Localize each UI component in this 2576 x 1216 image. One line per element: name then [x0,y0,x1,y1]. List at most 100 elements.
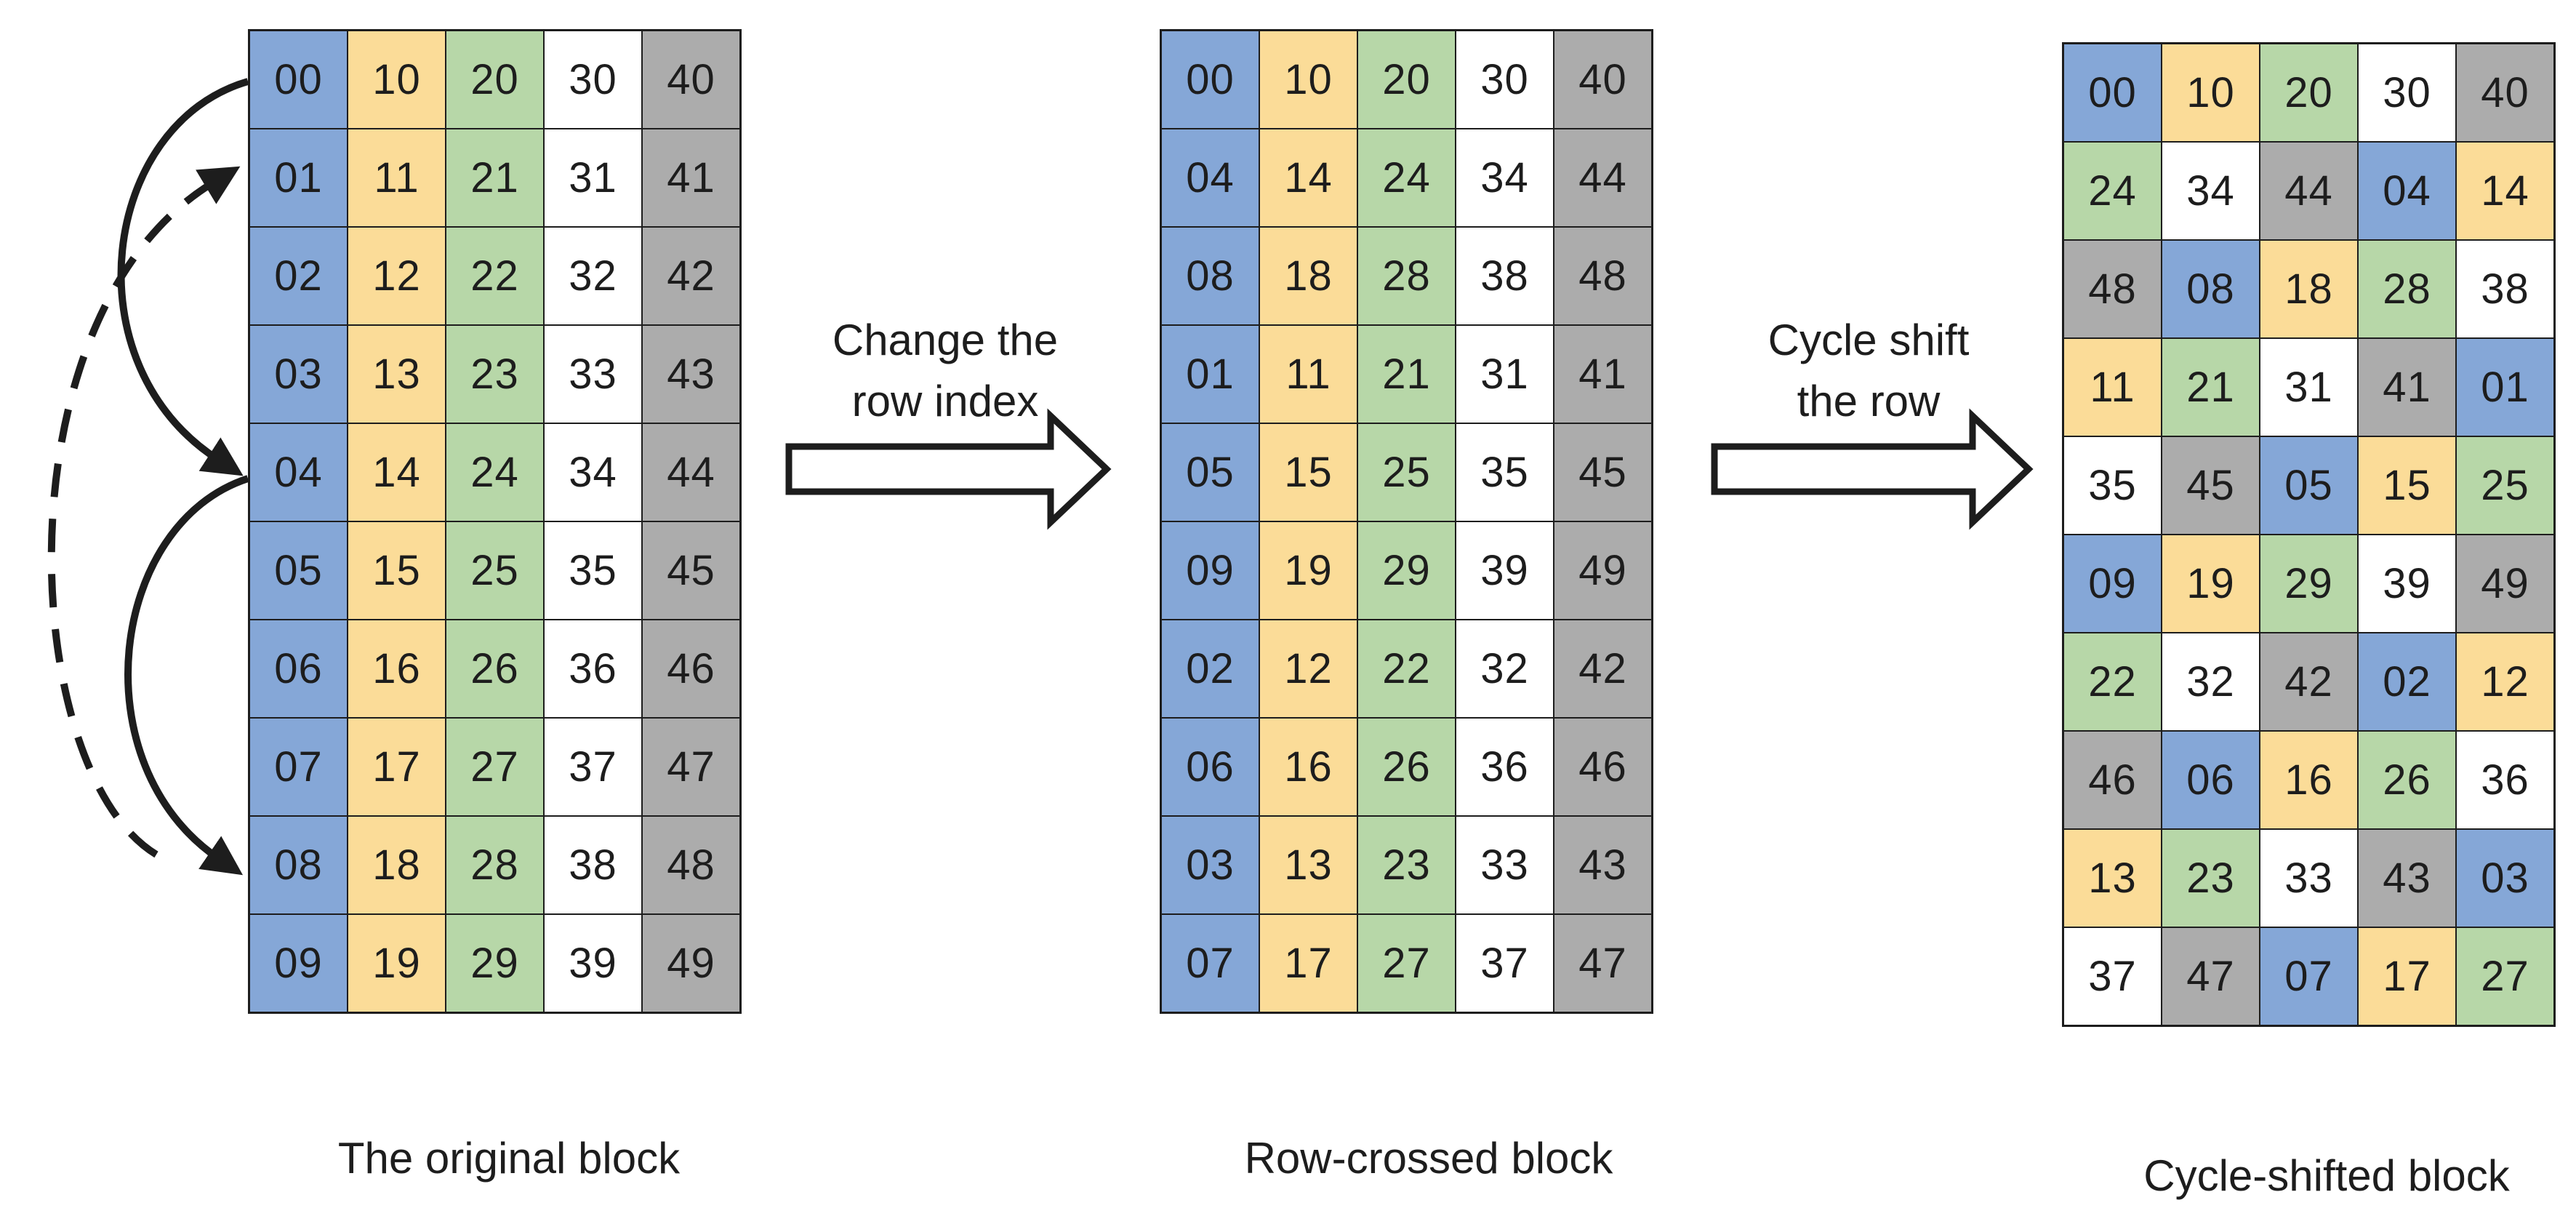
cell-29: 29 [2260,535,2357,632]
cell-08: 08 [1162,228,1259,324]
cell-27: 27 [2457,928,2553,1025]
label-line: Change the [832,316,1059,364]
cell-39: 39 [1456,522,1553,619]
solid-arc-00-to-04 [117,78,249,476]
cell-19: 19 [348,915,445,1012]
cell-12: 12 [2457,633,2553,730]
cell-30: 30 [1456,31,1553,128]
cell-11: 11 [1260,326,1357,423]
cell-36: 36 [545,620,641,717]
cell-09: 09 [2064,535,2161,632]
cell-16: 16 [348,620,445,717]
cell-30: 30 [2359,44,2455,141]
cell-14: 14 [348,424,445,521]
block-arrow-cycle-shift-row [1711,408,2034,530]
caption-original-block: The original block [337,1134,681,1183]
cell-15: 15 [2359,437,2455,534]
cell-07: 07 [250,719,347,815]
cell-00: 00 [2064,44,2161,141]
cell-06: 06 [250,620,347,717]
caption-cycle-shifted-block: Cycle-shifted block [2143,1151,2510,1200]
cell-46: 46 [643,620,739,717]
caption-row-crossed-block: Row-crossed block [1244,1134,1613,1183]
cell-22: 22 [1358,620,1455,717]
cell-28: 28 [2359,241,2455,337]
cell-25: 25 [446,522,543,619]
cell-25: 25 [2457,437,2553,534]
cell-23: 23 [446,326,543,423]
cell-43: 43 [643,326,739,423]
cell-24: 24 [446,424,543,521]
cell-45: 45 [643,522,739,619]
cell-41: 41 [643,129,739,226]
cell-24: 24 [1358,129,1455,226]
cell-18: 18 [2260,241,2357,337]
cell-15: 15 [348,522,445,619]
cell-32: 32 [2162,633,2259,730]
cell-01: 01 [2457,339,2553,436]
cell-09: 09 [250,915,347,1012]
cell-41: 41 [1554,326,1651,423]
cell-30: 30 [545,31,641,128]
cell-49: 49 [1554,522,1651,619]
cell-40: 40 [643,31,739,128]
cell-03: 03 [1162,817,1259,913]
label-line: row index [851,377,1039,425]
cell-38: 38 [1456,228,1553,324]
cell-43: 43 [2359,830,2455,927]
cell-27: 27 [1358,915,1455,1012]
cell-34: 34 [545,424,641,521]
cell-04: 04 [2359,143,2455,239]
cell-29: 29 [446,915,543,1012]
cell-28: 28 [446,817,543,913]
cell-37: 37 [1456,915,1553,1012]
cell-08: 08 [250,817,347,913]
cell-33: 33 [2260,830,2357,927]
cell-47: 47 [643,719,739,815]
cell-17: 17 [2359,928,2455,1025]
cell-02: 02 [1162,620,1259,717]
cell-47: 47 [1554,915,1651,1012]
cell-40: 40 [2457,44,2553,141]
cell-31: 31 [1456,326,1553,423]
cell-32: 32 [545,228,641,324]
cell-23: 23 [1358,817,1455,913]
cell-29: 29 [1358,522,1455,619]
cell-22: 22 [446,228,543,324]
label-change-row-index: Change the row index [713,310,1178,432]
cell-14: 14 [1260,129,1357,226]
cell-05: 05 [2260,437,2357,534]
cell-13: 13 [1260,817,1357,913]
cell-32: 32 [1456,620,1553,717]
cell-44: 44 [2260,143,2357,239]
cell-02: 02 [250,228,347,324]
cell-18: 18 [1260,228,1357,324]
cell-18: 18 [348,817,445,913]
cell-13: 13 [2064,830,2161,927]
cell-12: 12 [348,228,445,324]
cell-00: 00 [250,31,347,128]
cell-03: 03 [250,326,347,423]
cell-00: 00 [1162,31,1259,128]
cell-20: 20 [2260,44,2357,141]
cell-05: 05 [1162,424,1259,521]
cell-04: 04 [250,424,347,521]
cell-25: 25 [1358,424,1455,521]
original-block-grid: 00 10 20 30 40 01 11 21 31 41 02 12 22 32 42 03 13 23 33 43… [248,29,742,1014]
cell-41: 41 [2359,339,2455,436]
cell-16: 16 [2260,732,2357,828]
cell-26: 26 [2359,732,2455,828]
cell-12: 12 [1260,620,1357,717]
cell-11: 11 [348,129,445,226]
dashed-arc-08-to-01 [47,166,241,858]
cell-14: 14 [2457,143,2553,239]
cell-27: 27 [446,719,543,815]
cell-02: 02 [2359,633,2455,730]
cell-22: 22 [2064,633,2161,730]
cell-10: 10 [348,31,445,128]
block-arrow-change-row-index [785,408,1112,530]
label-line: Cycle shift [1768,316,1970,364]
cell-06: 06 [1162,719,1259,815]
cell-21: 21 [2162,339,2259,436]
